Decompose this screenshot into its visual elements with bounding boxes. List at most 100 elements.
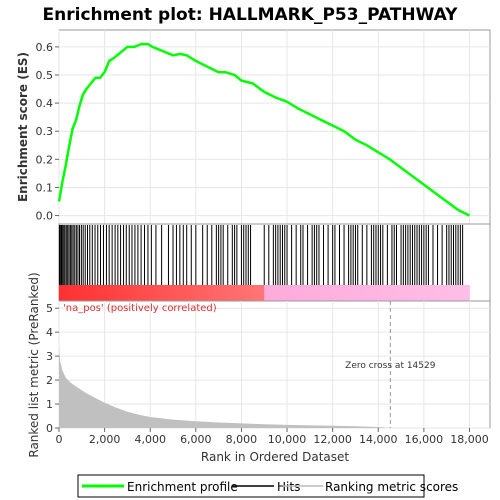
gradient-segment	[110, 285, 114, 301]
ranked-gradient-bar	[59, 285, 470, 301]
gradient-segment	[105, 285, 109, 301]
gradient-segment	[420, 285, 424, 301]
gradient-segment	[425, 285, 429, 301]
gradient-segment	[402, 285, 406, 301]
metric-y-tick-label: 1	[46, 398, 53, 411]
x-axis-ticks: 0 2,000 4,000 6,000 8,000 10,000 12,000 14,000 1…	[56, 428, 489, 446]
gradient-segment	[253, 285, 257, 301]
positive-correlation-label: 'na_pos' (positively correlated)	[63, 303, 217, 314]
gradient-segment	[166, 285, 170, 301]
gradient-segment	[274, 285, 278, 301]
gradient-segment	[64, 285, 68, 301]
gradient-segment	[243, 285, 247, 301]
x-tick-label: 10,000	[268, 433, 307, 446]
gradient-segment	[374, 285, 378, 301]
legend: Enrichment profile Hits Ranking metric s…	[77, 474, 458, 498]
gradient-segment	[215, 285, 219, 301]
gradient-segment	[459, 285, 463, 301]
gradient-segment	[330, 285, 334, 301]
gradient-segment	[89, 285, 93, 301]
gradient-segment	[366, 285, 370, 301]
metric-y-tick-label: 4	[46, 326, 53, 339]
gradient-segment	[251, 285, 255, 301]
gradient-segment	[338, 285, 342, 301]
gradient-segment	[453, 285, 457, 301]
gradient-segment	[261, 285, 265, 301]
gradient-segment	[207, 285, 211, 301]
hit-lines	[58, 225, 464, 285]
es-y-tick-label: 0.4	[36, 97, 54, 110]
gradient-segment	[456, 285, 460, 301]
gradient-segment	[284, 285, 288, 301]
es-panel-frame	[58, 29, 491, 225]
gradient-segment	[359, 285, 363, 301]
gradient-segment	[74, 285, 78, 301]
gradient-segment	[187, 285, 191, 301]
gradient-segment	[92, 285, 96, 301]
metric-y-ticks: 0 1 2 3 4 5	[46, 302, 59, 435]
x-tick-label: 2,000	[89, 433, 121, 446]
gradient-segment	[356, 285, 360, 301]
gradient-segment	[353, 285, 357, 301]
gradient-segment	[266, 285, 270, 301]
es-grid	[58, 30, 490, 224]
metric-y-tick-label: 2	[46, 374, 53, 387]
es-y-axis-label: Enrichment score (ES)	[16, 52, 30, 202]
gradient-segment	[59, 285, 63, 301]
gradient-segment	[410, 285, 414, 301]
gradient-segment	[256, 285, 260, 301]
zero-cross-label: Zero cross at 14529	[345, 361, 436, 371]
gradient-segment	[76, 285, 81, 301]
gradient-segment	[228, 285, 232, 301]
gradient-segment	[428, 285, 432, 301]
gradient-segment	[176, 285, 181, 301]
es-y-tick-label: 0.3	[36, 125, 54, 138]
gradient-segment	[287, 285, 291, 301]
gradient-segment	[210, 285, 214, 301]
gradient-segment	[148, 285, 152, 301]
gradient-segment	[461, 285, 465, 301]
gradient-segment	[235, 285, 240, 301]
gradient-segment	[61, 285, 65, 301]
gradient-segment	[369, 285, 373, 301]
gradient-segment	[325, 285, 329, 301]
gradient-segment	[441, 285, 445, 301]
es-panel: 0.0 0.1 0.2 0.3 0.4 0.5 0.6 Enrichment score (…	[16, 29, 491, 225]
x-tick-label: 16,000	[405, 433, 444, 446]
legend-enrichment-label: Enrichment profile	[127, 480, 238, 494]
gradient-segment	[115, 285, 119, 301]
gradient-segment	[125, 285, 129, 301]
gradient-segment	[384, 285, 388, 301]
gradient-segment	[346, 285, 350, 301]
gradient-segment	[269, 285, 273, 301]
gradient-segment	[320, 285, 324, 301]
gradient-segment	[156, 285, 160, 301]
x-tick-label: 0	[56, 433, 63, 446]
gradient-segment	[333, 285, 337, 301]
gradient-segment	[446, 285, 450, 301]
gradient-segment	[341, 285, 345, 301]
gradient-segment	[412, 285, 416, 301]
gradient-segment	[179, 285, 183, 301]
gradient-segment	[189, 285, 193, 301]
gradient-segment	[146, 285, 150, 301]
gradient-segment	[141, 285, 145, 301]
gradient-segment	[271, 285, 275, 301]
gradient-segment	[382, 285, 386, 301]
gradient-segment	[159, 285, 163, 301]
gradient-segment	[212, 285, 216, 301]
gradient-segment	[153, 285, 157, 301]
gradient-segment	[315, 285, 319, 301]
gradient-segment	[130, 285, 134, 301]
gradient-segment	[192, 285, 196, 301]
gradient-segment	[161, 285, 165, 301]
gradient-segment	[197, 285, 201, 301]
gradient-segment	[151, 285, 155, 301]
gradient-segment	[117, 285, 122, 301]
gradient-segment	[464, 285, 468, 301]
gradient-segment	[392, 285, 396, 301]
gradient-segment	[351, 285, 355, 301]
es-y-ticks: 0.0 0.1 0.2 0.3 0.4 0.5 0.6	[36, 41, 59, 223]
gradient-segment	[397, 285, 401, 301]
